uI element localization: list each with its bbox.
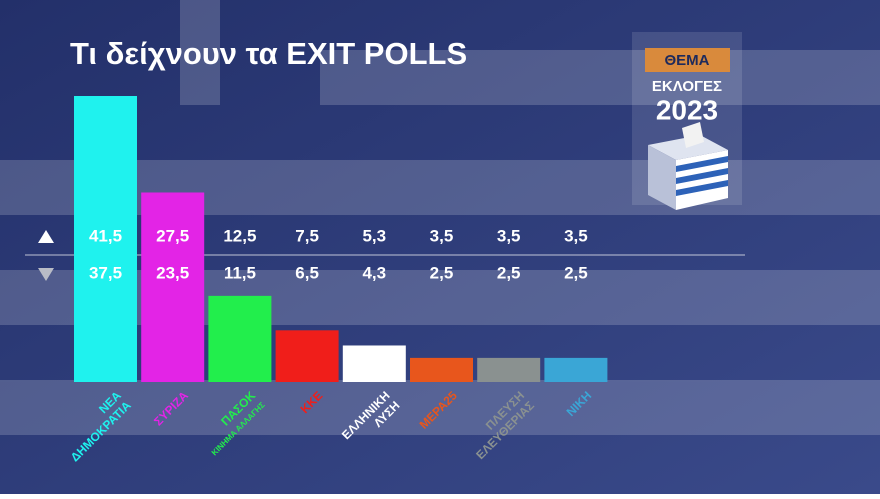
value-label: 7,5 [295, 226, 319, 245]
bar [208, 295, 272, 382]
value-label: 11,5 [224, 263, 256, 282]
bar [275, 330, 339, 382]
logo-year: 2023 [656, 94, 718, 125]
value-label: 23,5 [156, 263, 189, 282]
bar [74, 96, 137, 382]
bar [141, 192, 205, 382]
value-label: 4,3 [362, 263, 386, 282]
chart-title: Τι δείχνουν τα EXIT POLLS [70, 36, 467, 71]
flag-stripes [0, 0, 880, 435]
bar [477, 357, 541, 382]
value-label: 5,3 [362, 226, 386, 245]
logo-title: ΕΚΛΟΓΕΣ [652, 78, 722, 95]
value-label: 6,5 [295, 263, 319, 282]
ballot-box-flag [676, 150, 728, 210]
value-label: 27,5 [156, 226, 189, 245]
value-label: 2,5 [497, 263, 521, 282]
bar [544, 357, 608, 382]
value-label: 12,5 [223, 226, 256, 245]
ballot-box-side [648, 145, 676, 210]
value-label: 3,5 [430, 226, 454, 245]
upper-icon [38, 230, 54, 243]
lower-icon [38, 268, 54, 281]
logo-badge [645, 48, 730, 72]
logo-brand: ΘΕΜΑ [665, 52, 710, 69]
ballot-box-top [648, 135, 728, 160]
value-label: 2,5 [430, 263, 454, 282]
value-label: 41,5 [89, 226, 122, 245]
value-label: 3,5 [564, 226, 588, 245]
value-label: 37,5 [89, 263, 122, 282]
value-label: 2,5 [564, 263, 588, 282]
logo: ΘΕΜΑ ΕΚΛΟΓΕΣ 2023 [632, 32, 742, 210]
value-label: 3,5 [497, 226, 521, 245]
bar [342, 345, 406, 382]
bar [410, 357, 473, 382]
ballot-paper [682, 122, 704, 148]
